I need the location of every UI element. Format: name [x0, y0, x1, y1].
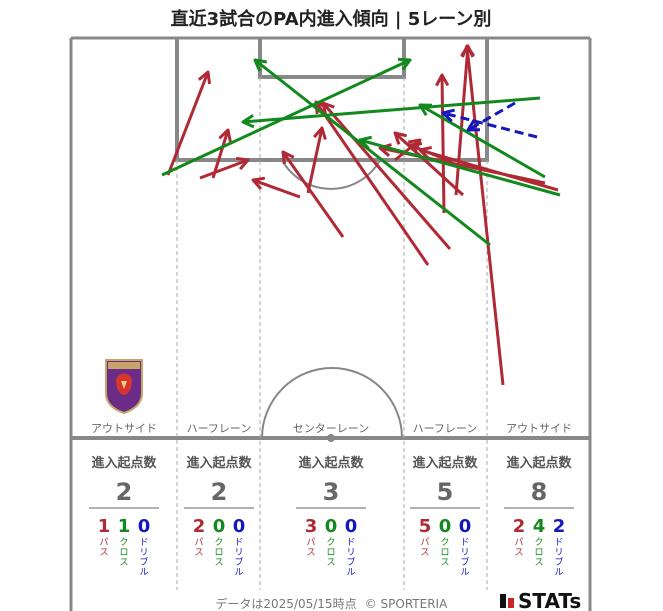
- lane-5-pass-count: 2: [513, 516, 526, 537]
- cross-arrow: [241, 96, 541, 129]
- lane-4-pass-count: 5: [419, 516, 432, 537]
- lane-3-pass-count: 3: [305, 516, 318, 537]
- brand-logo: STATs: [500, 589, 581, 611]
- lane-4-dribble-label: ドリブル: [460, 538, 469, 578]
- lane-label-5: アウトサイド: [506, 422, 572, 435]
- lane-3-cross-count: 0: [325, 516, 338, 537]
- lane-label-3: センターレーン: [293, 422, 369, 435]
- pass-arrow: [251, 176, 301, 199]
- lane-5-cross-count: 4: [533, 516, 546, 537]
- team-crest: [105, 359, 143, 415]
- lane-1-pass-count: 1: [98, 516, 111, 537]
- lane-2-dribble-label: ドリブル: [234, 538, 243, 578]
- lane-label-4: ハーフレーン: [413, 422, 478, 435]
- lane-1-total: 2: [116, 478, 133, 506]
- entry-arrows: [161, 44, 561, 386]
- lane-3-header: 進入起点数: [298, 455, 364, 471]
- lane-2-cross-label: クロス: [214, 537, 223, 568]
- lane-1-header: 進入起点数: [91, 455, 157, 471]
- lane-4-cross-label: クロス: [440, 537, 449, 568]
- lane-1-dribble-count: 0: [138, 516, 151, 537]
- pass-arrow: [435, 73, 450, 214]
- lane-2-total: 2: [211, 478, 228, 506]
- pass-arrow: [199, 156, 250, 180]
- lane-label-1: アウトサイド: [91, 422, 157, 435]
- lane-4-pass-label: パス: [420, 537, 429, 558]
- cross-arrow: [418, 103, 546, 179]
- penalty-box: [175, 38, 489, 162]
- lane-5-pass-label: パス: [514, 537, 523, 558]
- lane-labels: アウトサイド ハーフレーン センターレーン ハーフレーン アウトサイド: [91, 422, 572, 435]
- lane-1-cross-label: クロス: [119, 537, 128, 568]
- lane-1-pass-label: パス: [99, 537, 108, 558]
- pass-arrow: [394, 138, 422, 162]
- pass-arrow: [166, 70, 212, 176]
- lane-3-total: 3: [323, 478, 340, 506]
- brand-mark-dark: [500, 594, 506, 608]
- pass-arrow: [321, 101, 452, 250]
- lane-4-total: 5: [437, 478, 454, 506]
- lane-5-cross-label: クロス: [534, 537, 543, 568]
- lane-2-header: 進入起点数: [186, 455, 252, 471]
- dribble-arrow: [441, 108, 538, 139]
- lane-2-dribble-count: 0: [233, 516, 246, 537]
- brand-mark-red: [508, 598, 514, 608]
- pass-arrow: [211, 128, 232, 179]
- dribble-arrow: [466, 101, 516, 132]
- lane-5-header: 進入起点数: [506, 455, 572, 471]
- lane-3-dribble-label: ドリブル: [346, 538, 355, 578]
- lane-1-cross-count: 1: [118, 516, 131, 537]
- lane-3-pass-label: パス: [306, 537, 315, 558]
- pass-arrow: [461, 44, 505, 386]
- lane-2-cross-count: 0: [213, 516, 226, 537]
- penalty-arc: [281, 159, 381, 190]
- lane-5-total: 8: [531, 478, 548, 506]
- footer-copyright: © SPORTERIA: [365, 597, 448, 611]
- pass-arrow: [281, 150, 345, 238]
- chart-title: 直近3試合のPA内進入傾向 | 5レーン別: [171, 8, 492, 30]
- cross-arrow: [253, 58, 491, 247]
- brand-name: STATs: [518, 589, 581, 611]
- cross-arrow: [358, 135, 561, 197]
- lane-2-pass-label: パス: [194, 537, 203, 558]
- pitch: [69, 36, 592, 611]
- lane-label-2: ハーフレーン: [187, 422, 252, 435]
- center-spot: [327, 434, 335, 442]
- goal-area: [258, 38, 406, 79]
- lane-4-cross-count: 0: [439, 516, 452, 537]
- lane-3-cross-label: クロス: [326, 537, 335, 568]
- lane-1-dribble-label: ドリブル: [139, 538, 148, 578]
- lane-5-dribble-label: ドリブル: [554, 538, 563, 578]
- center-circle: [261, 367, 403, 439]
- lane-2-pass-count: 2: [193, 516, 206, 537]
- lane-4-dribble-count: 0: [459, 516, 472, 537]
- pass-arrow: [306, 126, 327, 194]
- pass-arrow: [393, 131, 465, 197]
- footer-date: データは2025/05/15時点: [215, 596, 356, 611]
- lane-stats: 進入起点数21パス1クロス0ドリブル進入起点数22パス0クロス0ドリブル進入起点…: [89, 455, 574, 578]
- lane-4-header: 進入起点数: [412, 455, 478, 471]
- lane-5-dribble-count: 2: [553, 516, 566, 537]
- lane-3-dribble-count: 0: [345, 516, 358, 537]
